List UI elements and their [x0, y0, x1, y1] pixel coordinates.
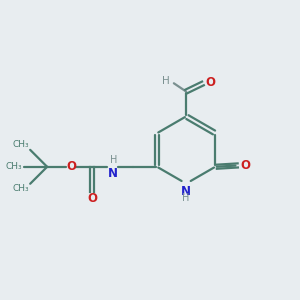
Text: O: O: [87, 192, 97, 205]
Text: CH₃: CH₃: [12, 140, 29, 149]
Text: H: H: [182, 193, 190, 203]
Text: O: O: [241, 159, 251, 172]
Text: N: N: [108, 167, 118, 180]
Text: CH₃: CH₃: [6, 162, 22, 171]
Text: N: N: [181, 185, 191, 198]
Text: H: H: [162, 76, 170, 86]
Text: H: H: [110, 155, 117, 165]
Text: CH₃: CH₃: [12, 184, 29, 193]
Text: O: O: [66, 160, 76, 173]
Text: O: O: [206, 76, 216, 89]
